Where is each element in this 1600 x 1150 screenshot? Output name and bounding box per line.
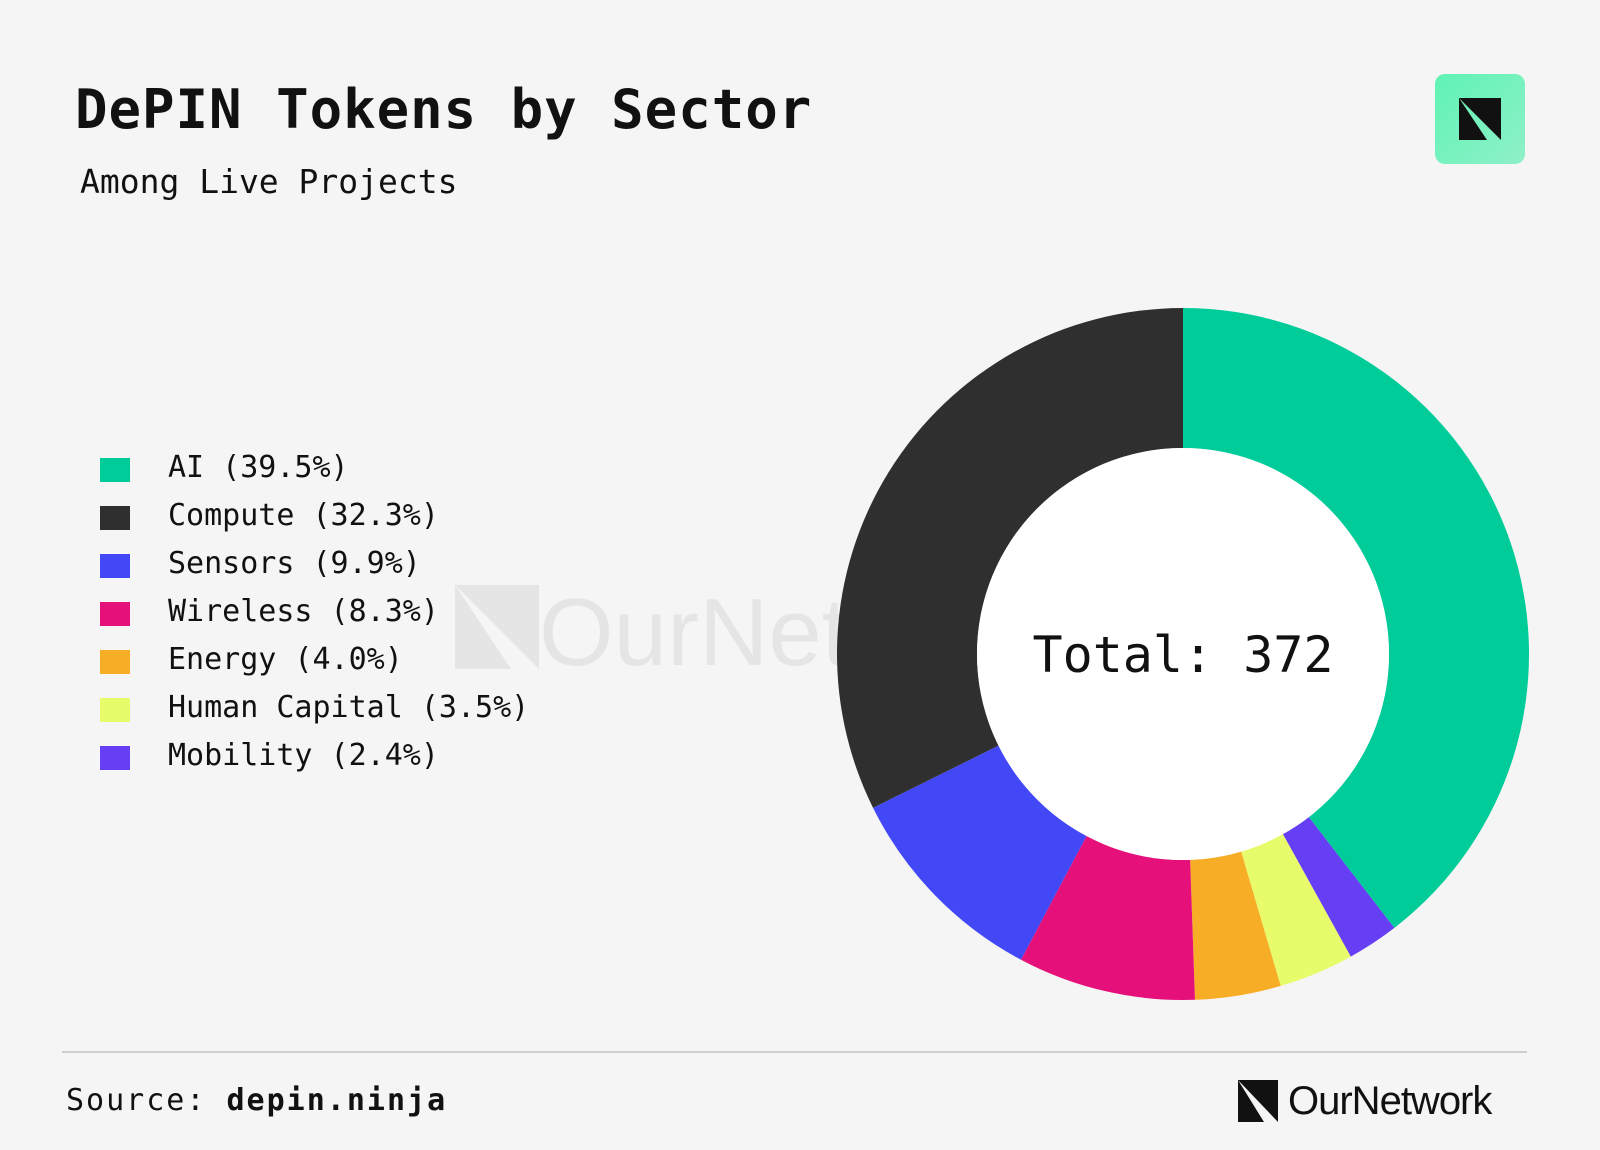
watermark-logo-icon <box>455 585 539 669</box>
chart-subtitle: Among Live Projects <box>80 162 458 201</box>
donut-slice <box>1020 836 1195 1001</box>
footer-divider <box>62 1051 1527 1053</box>
legend-swatch <box>100 458 130 482</box>
legend-swatch <box>100 650 130 674</box>
brand-footer: OurNetwork <box>1238 1078 1492 1124</box>
legend-label: Energy (4.0%) <box>168 642 403 677</box>
chart-title: DePIN Tokens by Sector <box>75 78 813 141</box>
donut-center-label: Total: 372 <box>1032 626 1333 684</box>
legend-label: Human Capital (3.5%) <box>168 690 530 725</box>
ournetwork-logo-icon <box>1238 1080 1278 1122</box>
donut-slice <box>1282 817 1395 957</box>
source-label: Source: <box>66 1083 207 1118</box>
legend-label: Mobility (2.4%) <box>168 738 439 773</box>
donut-slice <box>1241 834 1351 986</box>
legend-label: AI (39.5%) <box>168 450 349 485</box>
legend-swatch <box>100 506 130 530</box>
legend-swatch <box>100 746 130 770</box>
legend-label: Wireless (8.3%) <box>168 594 439 629</box>
brand-name: OurNetwork <box>1288 1078 1492 1123</box>
source-line: Source: depin.ninja <box>66 1083 447 1118</box>
legend-label: Sensors (9.9%) <box>168 546 421 581</box>
brand-badge <box>1435 74 1525 164</box>
legend-swatch <box>100 698 130 722</box>
ournetwork-logo-icon <box>1459 98 1501 140</box>
legend-swatch <box>100 554 130 578</box>
source-value: depin.ninja <box>226 1083 448 1118</box>
donut-slice <box>1183 308 1529 928</box>
donut-slice <box>873 745 1087 960</box>
donut-slice <box>837 308 1183 808</box>
donut-slice <box>1190 851 1281 1000</box>
donut-hole <box>977 448 1389 860</box>
legend-label: Compute (32.3%) <box>168 498 439 533</box>
legend-swatch <box>100 602 130 626</box>
